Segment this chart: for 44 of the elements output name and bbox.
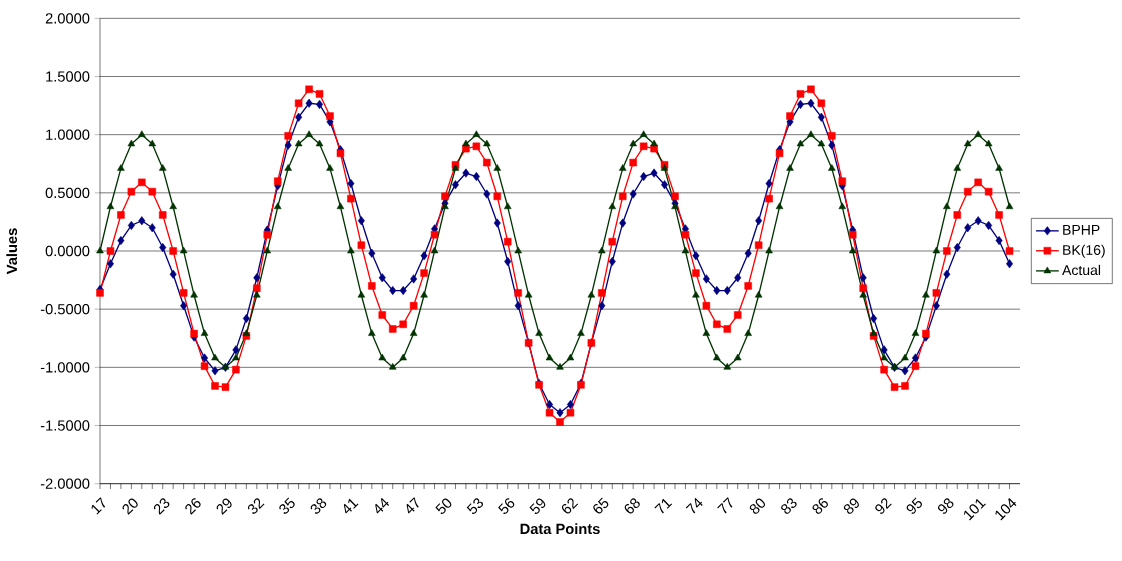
y-tick-label: 0.0000 [45,245,90,257]
x-tick-label: 98 [937,498,954,514]
x-tick-label: 50 [435,498,452,514]
x-tick-label: 26 [185,498,201,515]
x-tick-label: 65 [593,497,609,514]
x-tick-label: 80 [749,498,766,514]
y-tick-label: -0.5000 [40,303,90,315]
x-tick-label: 41 [343,498,359,514]
x-tick-label: 32 [247,498,265,514]
legend-label: BPHP [1063,225,1100,235]
y-tick-label: 1.0000 [46,129,90,140]
x-tick-label: 71 [654,498,673,514]
x-tick-label: 44 [375,497,390,514]
y-tick-label: -1.5000 [40,420,90,431]
y-tick-label: 0.5000 [45,187,90,199]
y-axis-title: Values [6,228,18,275]
x-tick-label: 47 [406,497,419,514]
y-tick-label: -1.0000 [40,362,90,373]
x-tick-label: 101 [964,498,986,521]
x-tick-label: 56 [498,498,515,514]
x-axis-title: Data Points [520,523,600,535]
x-tick-label: 74 [685,497,703,514]
x-tick-label: 29 [216,498,232,515]
x-tick-label: 89 [843,498,859,514]
y-tick-label: 2.0000 [45,13,90,24]
x-tick-label: 20 [122,498,138,515]
y-tick-label: 1.5000 [46,71,90,82]
x-tick-label: 59 [529,498,546,514]
legend-label: BK(16) [1063,244,1105,258]
x-tick-label: 83 [781,498,797,514]
x-tick-label: 35 [279,497,295,514]
x-tick-label: 92 [875,498,892,514]
x-tick-label: 38 [310,498,327,514]
x-tick-label: 23 [153,498,170,515]
x-tick-label: 17 [91,497,106,515]
x-tick-label: 86 [812,498,828,514]
x-tick-label: 95 [906,497,922,514]
x-tick-label: 77 [717,497,733,514]
x-tick-label: 104 [995,498,1017,521]
x-tick-label: 62 [561,498,579,514]
x-tick-label: 68 [624,498,640,514]
y-tick-label: -2.0000 [40,478,90,489]
legend-label: Actual [1062,264,1101,276]
x-tick-label: 53 [466,498,484,514]
